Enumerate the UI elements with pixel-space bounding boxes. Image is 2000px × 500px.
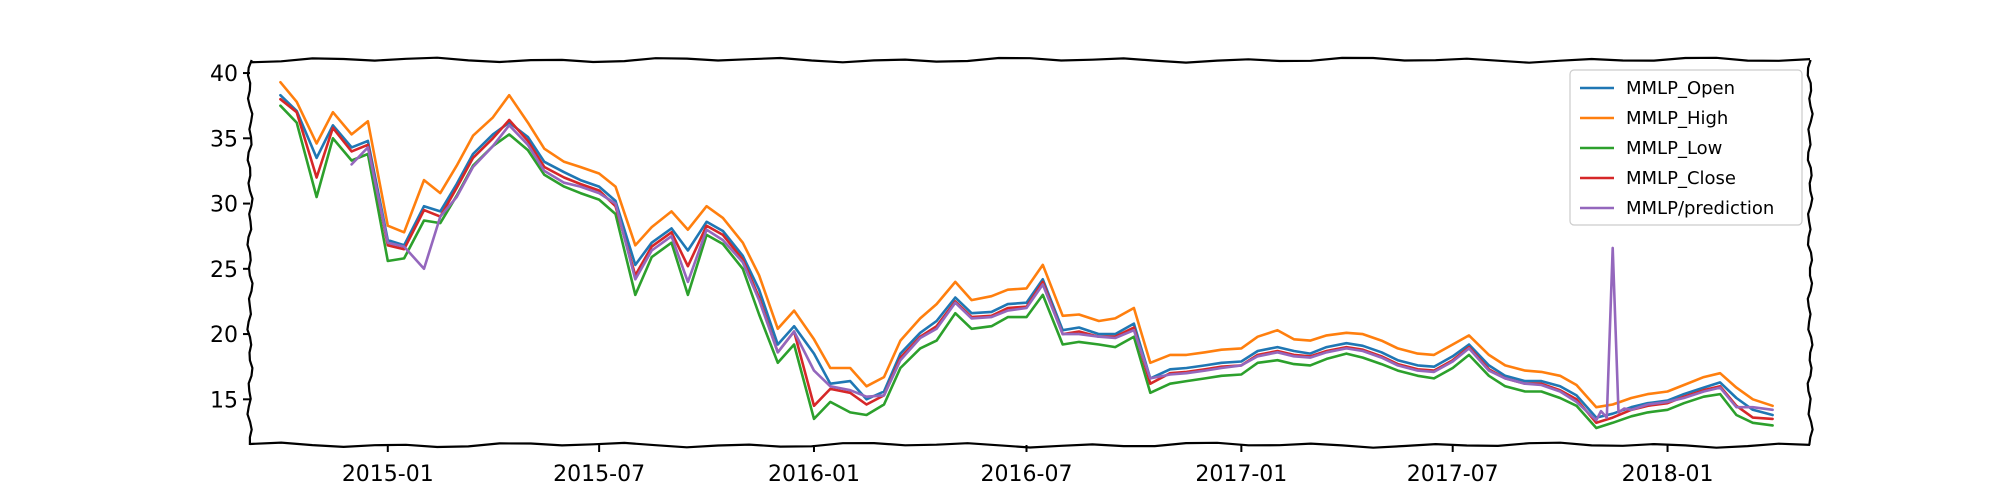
y-tick-label: 25: [210, 258, 238, 283]
legend-box: [1569, 69, 1803, 226]
x-tick-label: 2016-07: [981, 462, 1073, 487]
legend-label: MMLP_Close: [1626, 168, 1736, 189]
x-tick-label: 2017-07: [1407, 462, 1499, 487]
series-layer: [279, 80, 1774, 430]
x-tick-label: 2015-07: [553, 462, 645, 487]
legend-label: MMLP_Low: [1626, 138, 1722, 159]
x-tick-label: 2018-01: [1622, 462, 1714, 487]
x-tick-label: 2017-01: [1195, 462, 1287, 487]
y-tick-label: 40: [210, 62, 238, 87]
y-tick-label: 35: [210, 127, 238, 152]
legend-label: MMLP_Open: [1626, 78, 1735, 99]
series-line-mmlp-open: [279, 93, 1774, 419]
y-tick-label: 30: [210, 193, 238, 218]
plot-frame: [246, 56, 1814, 449]
y-axis: 15 20 25 30 35 40: [210, 62, 250, 413]
x-tick-label: 2016-01: [768, 462, 860, 487]
legend-label: MMLP/prediction: [1626, 198, 1774, 219]
series-line-mmlp-low: [279, 104, 1774, 430]
y-tick-label: 20: [210, 323, 238, 348]
y-tick-label: 15: [210, 388, 238, 413]
series-line-mmlp-high: [279, 80, 1774, 409]
legend: MMLP_Open MMLP_High MMLP_Low MMLP_Close MMLP…: [1569, 69, 1803, 226]
series-line-mmlp-prediction: [350, 124, 1774, 422]
legend-label: MMLP_High: [1626, 108, 1728, 129]
x-tick-label: 2015-01: [342, 462, 434, 487]
x-axis: 2015-01 2015-07 2016-01 2016-07 2017-01 2017-…: [342, 445, 1714, 487]
